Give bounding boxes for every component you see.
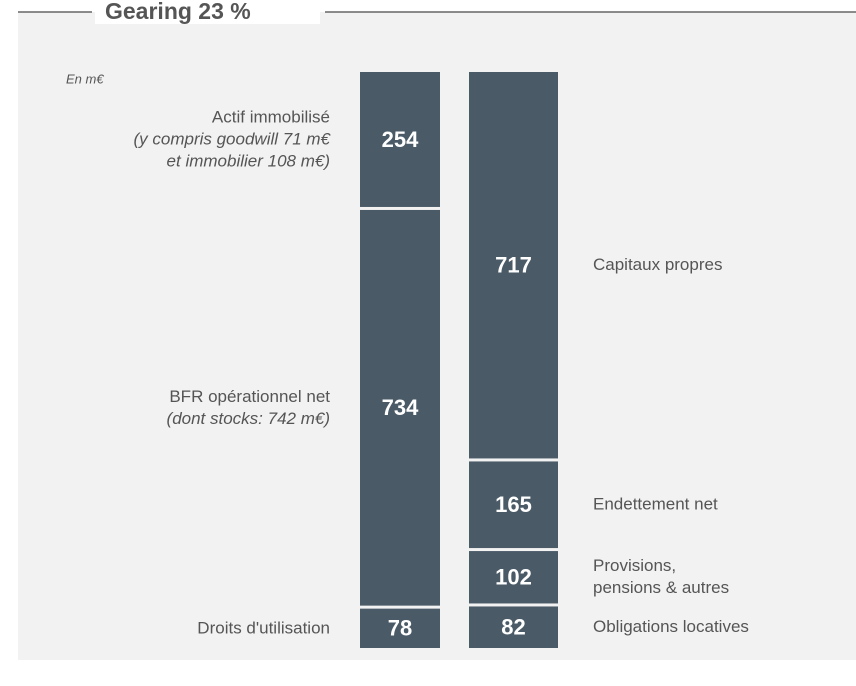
value-label: 78	[388, 616, 412, 641]
title-bg	[95, 0, 320, 24]
bar-segment	[469, 606, 558, 648]
value-label: 254	[382, 127, 419, 152]
asset-label: Droits d'utilisation	[197, 618, 330, 637]
value-label: 165	[495, 492, 532, 517]
bar-segment	[360, 608, 440, 648]
bar-segment	[469, 461, 558, 549]
asset-label: BFR opérationnel net	[169, 387, 330, 406]
value-label: 82	[501, 615, 525, 640]
bar-segment	[469, 551, 558, 604]
liability-label: Endettement net	[593, 495, 718, 514]
asset-label: (dont stocks: 742 m€)	[167, 409, 330, 428]
bar-segment	[360, 209, 440, 606]
asset-label: Actif immobilisé	[212, 107, 330, 126]
liability-label: Capitaux propres	[593, 255, 722, 274]
asset-label: et immobilier 108 m€)	[167, 151, 330, 170]
liability-label: Obligations locatives	[593, 617, 749, 636]
bar-segment	[469, 72, 558, 459]
bar-segment	[360, 72, 440, 207]
value-label: 717	[495, 253, 532, 278]
liability-label: Provisions,	[593, 556, 676, 575]
unit-label: En m€	[66, 71, 104, 86]
asset-label: (y compris goodwill 71 m€	[133, 129, 331, 148]
liability-label: pensions & autres	[593, 578, 729, 597]
value-label: 734	[382, 395, 419, 420]
chart-title: Gearing 23 %	[105, 0, 251, 24]
value-label: 102	[495, 565, 532, 590]
